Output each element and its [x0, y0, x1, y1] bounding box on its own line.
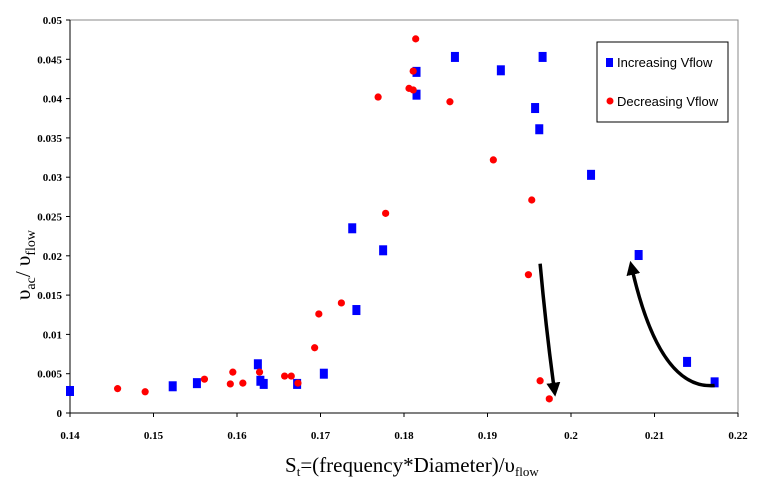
data-point-decreasing [409, 67, 417, 75]
x-tick-label: 0.15 [144, 430, 164, 442]
y-tick-label: 0.02 [43, 251, 63, 263]
legend-label-increasing: Increasing Vflow [617, 55, 713, 70]
legend: Increasing Vflow Decreasing Vflow [596, 41, 729, 123]
data-point-decreasing [226, 380, 234, 388]
data-point-decreasing [374, 93, 382, 101]
data-point-increasing [535, 124, 544, 135]
data-point-increasing [710, 377, 719, 388]
data-point-increasing [634, 250, 643, 261]
y-tick-label: 0.015 [37, 290, 62, 302]
y-axis-label: υac/ υflow [11, 229, 39, 300]
data-point-increasing [66, 385, 74, 396]
data-point-increasing [683, 356, 692, 367]
x-tick-label: 0.22 [728, 430, 748, 442]
data-point-decreasing [446, 98, 454, 106]
data-point-increasing [192, 378, 201, 389]
y-tick-label: 0.03 [43, 172, 63, 184]
data-point-decreasing [528, 196, 536, 204]
data-point-decreasing [200, 375, 209, 383]
y-tick-label: 0.035 [37, 133, 62, 145]
data-point-decreasing [294, 379, 302, 387]
data-point-increasing [319, 368, 328, 379]
data-point-decreasing [489, 156, 497, 164]
data-point-increasing [352, 305, 361, 316]
data-point-increasing [496, 65, 505, 76]
x-tick-label: 0.19 [478, 430, 498, 442]
data-point-decreasing [337, 299, 345, 307]
y-tick-label: 0.01 [43, 329, 62, 341]
data-point-increasing [348, 223, 357, 234]
y-tick-label: 0.05 [43, 15, 63, 27]
data-point-increasing [587, 169, 596, 180]
data-point-increasing [538, 51, 547, 62]
data-point-decreasing [113, 385, 122, 393]
data-point-decreasing [280, 372, 289, 380]
data-point-decreasing [315, 310, 323, 318]
data-point-decreasing [255, 368, 264, 376]
data-point-decreasing [239, 379, 247, 387]
legend-marker-decreasing [606, 97, 614, 105]
data-point-increasing [412, 89, 421, 100]
data-point-decreasing [229, 368, 237, 376]
legend-marker-increasing [606, 58, 613, 67]
data-point-decreasing [412, 35, 420, 43]
x-tick-label: 0.17 [311, 430, 331, 442]
data-point-increasing [450, 51, 459, 62]
x-tick-label: 0.2 [564, 430, 578, 442]
x-tick-label: 0.16 [227, 430, 247, 442]
x-tick-label: 0.18 [394, 430, 414, 442]
data-point-decreasing [141, 388, 149, 396]
annotation-arrow-down [538, 263, 561, 397]
data-point-decreasing [311, 344, 319, 352]
legend-label-decreasing: Decreasing Vflow [617, 94, 719, 109]
data-point-decreasing [536, 377, 544, 385]
data-point-increasing [531, 103, 540, 114]
y-tick-label: 0 [57, 408, 63, 420]
legend-box [596, 41, 729, 123]
y-tick-label: 0.045 [37, 54, 62, 66]
x-axis-label: St=(frequency*Diameter)/υflow [285, 453, 539, 479]
data-point-decreasing [287, 372, 295, 380]
data-point-increasing [253, 359, 262, 370]
data-point-increasing [168, 381, 177, 392]
data-point-decreasing [382, 209, 390, 217]
y-tick-label: 0.005 [37, 369, 62, 381]
annotation-arrow-up [626, 260, 715, 388]
data-point-decreasing [545, 395, 553, 403]
y-tick-label: 0.04 [43, 94, 63, 106]
y-tick-label: 0.025 [37, 212, 62, 224]
data-point-decreasing [524, 271, 533, 279]
data-point-decreasing [409, 86, 417, 94]
x-tick-label: 0.21 [645, 430, 664, 442]
data-point-increasing [259, 378, 268, 389]
data-point-increasing [379, 245, 388, 256]
x-tick-label: 0.14 [60, 430, 80, 442]
